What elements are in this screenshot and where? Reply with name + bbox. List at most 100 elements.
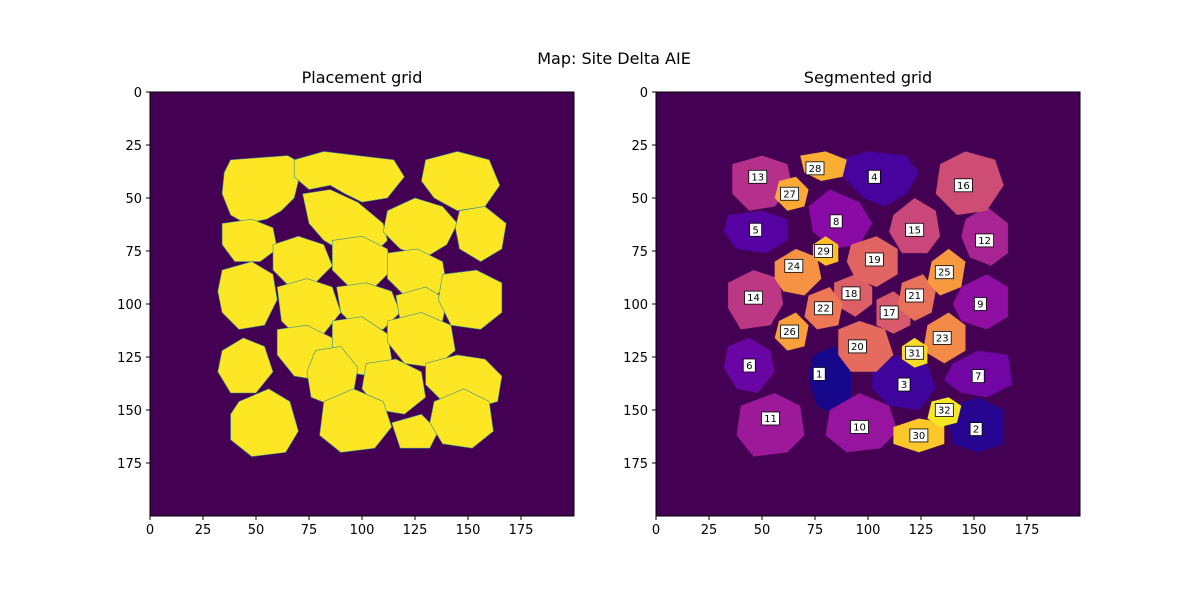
segment-label-text: 13 bbox=[751, 172, 764, 183]
segment-label-text: 24 bbox=[787, 261, 800, 272]
segment-label-9: 9 bbox=[973, 297, 987, 311]
segment-label-22: 22 bbox=[814, 301, 833, 316]
segment-label-text: 19 bbox=[868, 255, 881, 266]
segment-label-text: 6 bbox=[746, 361, 752, 372]
panel-segmented-grid: Segmented grid 1234567891011121314151617… bbox=[623, 68, 1081, 538]
segment-label-text: 17 bbox=[883, 308, 896, 319]
placement-area-4 bbox=[221, 218, 278, 262]
figure-suptitle: Map: Site Delta AIE bbox=[537, 49, 691, 68]
segment-label-3: 3 bbox=[897, 377, 911, 392]
segment-label-text: 28 bbox=[809, 164, 822, 175]
y-axis: 0 25 50 75 100 125 150 175 bbox=[623, 86, 656, 472]
segment-label-box bbox=[905, 345, 925, 360]
y-tick-label: 125 bbox=[623, 351, 648, 366]
segment-label-19: 19 bbox=[864, 252, 884, 267]
segment-label-4: 4 bbox=[867, 169, 881, 184]
segment-label-20: 20 bbox=[848, 339, 867, 354]
panel-title: Segmented grid bbox=[804, 68, 932, 87]
x-tick-label: 50 bbox=[754, 523, 771, 538]
segment-label-box bbox=[748, 169, 768, 184]
segment-label-box bbox=[749, 222, 763, 237]
segment-label-18: 18 bbox=[841, 286, 861, 301]
x-axis: 0 25 50 75 100 125 150 175 bbox=[652, 516, 1040, 538]
x-tick-label: 100 bbox=[350, 523, 375, 538]
y-tick-label: 100 bbox=[117, 298, 142, 313]
x-tick-label: 75 bbox=[301, 523, 318, 538]
segment-label-text: 7 bbox=[975, 372, 981, 383]
segment-label-text: 10 bbox=[853, 422, 866, 433]
y-tick-label: 50 bbox=[631, 192, 648, 207]
segment-label-text: 32 bbox=[938, 406, 951, 417]
segment-label-30: 30 bbox=[909, 428, 929, 443]
placement-area-24 bbox=[319, 388, 393, 453]
segment-label-box bbox=[784, 258, 804, 273]
segment-label-box bbox=[973, 297, 987, 311]
placement-area-25 bbox=[391, 413, 439, 449]
segment-label-text: 29 bbox=[817, 247, 830, 258]
segment-label-text: 2 bbox=[973, 425, 979, 436]
plot-area: 1234567891011121314151617181920212223242… bbox=[655, 91, 1081, 517]
segment-label-21: 21 bbox=[905, 288, 925, 303]
segment-label-14: 14 bbox=[744, 290, 763, 305]
segment-label-box bbox=[905, 222, 925, 237]
segment-label-box bbox=[850, 420, 869, 434]
y-tick-label: 150 bbox=[117, 404, 142, 419]
placement-area-2 bbox=[293, 151, 405, 203]
segment-label-1: 1 bbox=[812, 367, 826, 381]
placement-area-9 bbox=[331, 235, 393, 288]
segment-label-box bbox=[829, 214, 843, 229]
x-tick-label: 150 bbox=[456, 523, 481, 538]
segment-label-text: 16 bbox=[957, 181, 970, 192]
segment-label-text: 11 bbox=[764, 414, 777, 425]
placement-area-26 bbox=[429, 388, 494, 449]
segment-label-11: 11 bbox=[761, 411, 780, 426]
x-axis: 0 25 50 75 100 125 150 175 bbox=[146, 516, 533, 538]
segment-label-box bbox=[744, 290, 763, 305]
segment-label-text: 25 bbox=[938, 268, 951, 279]
x-tick-label: 25 bbox=[195, 523, 212, 538]
segment-label-text: 8 bbox=[833, 217, 839, 228]
placement-area-23 bbox=[230, 388, 299, 457]
segment-label-box bbox=[969, 422, 983, 436]
segment-label-10: 10 bbox=[850, 420, 869, 434]
y-tick-label: 25 bbox=[631, 139, 648, 154]
segment-label-box bbox=[934, 403, 954, 417]
segment-label-box bbox=[867, 169, 881, 184]
segment-label-24: 24 bbox=[784, 258, 804, 273]
y-tick-label: 0 bbox=[134, 86, 142, 101]
segment-label-box bbox=[971, 369, 985, 383]
panel-placement-grid: Placement grid 0 25 50 75 100 125 150 175 0 25 50… bbox=[117, 68, 575, 538]
segment-label-25: 25 bbox=[934, 265, 954, 280]
x-tick-label: 0 bbox=[146, 523, 154, 538]
segment-label-26: 26 bbox=[780, 324, 799, 339]
y-tick-label: 0 bbox=[640, 86, 648, 101]
x-tick-label: 0 bbox=[652, 523, 660, 538]
segment-label-16: 16 bbox=[954, 178, 973, 193]
segment-label-text: 23 bbox=[936, 333, 949, 344]
segment-label-box bbox=[934, 265, 954, 280]
placement-area-10 bbox=[387, 248, 448, 301]
segment-label-8: 8 bbox=[829, 214, 843, 229]
y-tick-label: 150 bbox=[623, 404, 648, 419]
x-tick-label: 150 bbox=[962, 523, 987, 538]
segment-label-box bbox=[805, 161, 825, 176]
segment-label-box bbox=[932, 331, 952, 345]
y-axis: 0 25 50 75 100 125 150 175 bbox=[117, 86, 150, 472]
segment-label-box bbox=[954, 178, 973, 193]
x-tick-label: 125 bbox=[909, 523, 934, 538]
segment-label-text: 30 bbox=[913, 431, 926, 442]
x-tick-label: 175 bbox=[1015, 523, 1040, 538]
segment-label-text: 5 bbox=[752, 225, 758, 236]
placement-area-8 bbox=[272, 235, 333, 288]
segment-label-box bbox=[780, 324, 799, 339]
x-tick-label: 125 bbox=[403, 523, 428, 538]
segment-label-32: 32 bbox=[934, 403, 954, 417]
segment-label-text: 27 bbox=[783, 189, 796, 200]
y-tick-label: 175 bbox=[623, 457, 648, 472]
segment-label-29: 29 bbox=[814, 244, 833, 258]
segment-label-box bbox=[814, 244, 833, 258]
placement-area-15 bbox=[437, 269, 503, 330]
placement-area-19 bbox=[217, 337, 274, 394]
segment-label-text: 9 bbox=[977, 300, 983, 311]
